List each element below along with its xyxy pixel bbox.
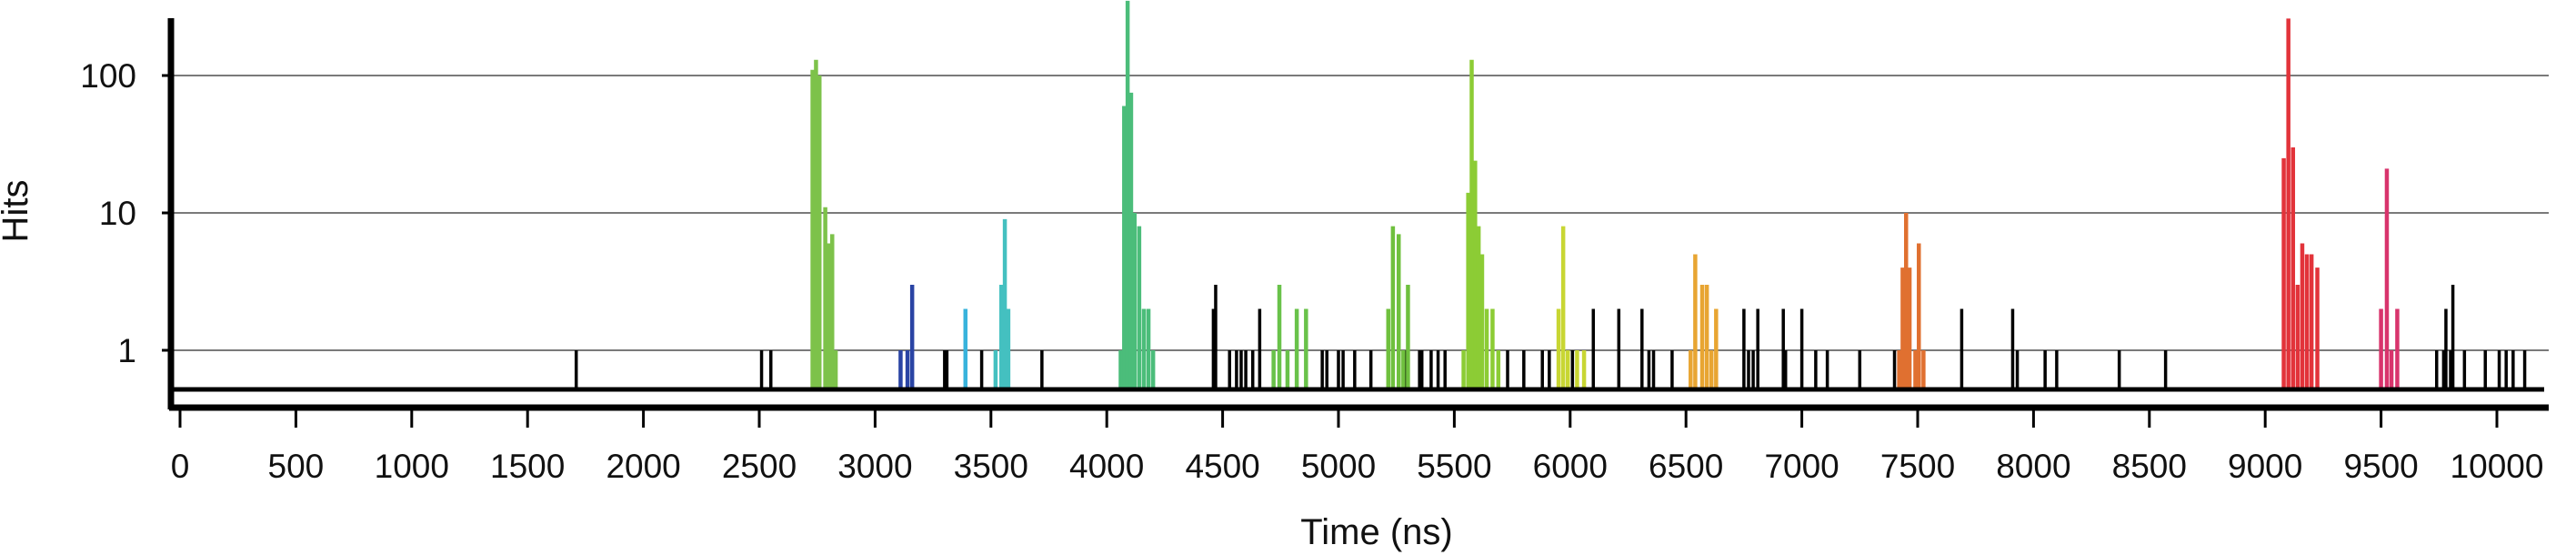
y-ticks: 1 10 100 xyxy=(80,57,171,369)
x-tick-label: 9500 xyxy=(2343,448,2418,485)
x-tick-label: 0 xyxy=(171,448,190,485)
x-tick-label: 5000 xyxy=(1301,448,1376,485)
x-tick-label: 1000 xyxy=(375,448,449,485)
x-tick-label: 4000 xyxy=(1069,448,1144,485)
x-tick-label: 2500 xyxy=(722,448,797,485)
x-tick-label: 9000 xyxy=(2228,448,2302,485)
x-tick-label: 6000 xyxy=(1533,448,1608,485)
x-tick-label: 5500 xyxy=(1417,448,1491,485)
y-tick-label: 100 xyxy=(80,57,136,95)
x-tick-label: 500 xyxy=(268,448,325,485)
x-tick-label: 1500 xyxy=(490,448,565,485)
x-ticks: 0 500 1000 1500 2000 2500 3000 3500 4000 4500 5000… xyxy=(171,409,2544,485)
x-tick-label: 2000 xyxy=(606,448,680,485)
grid-lines xyxy=(171,75,2549,351)
x-tick-label: 8000 xyxy=(1996,448,2070,485)
y-tick-label: 1 xyxy=(117,332,136,369)
x-axis-title: Time (ns) xyxy=(1300,512,1452,552)
x-tick-label: 3000 xyxy=(837,448,912,485)
x-tick-label: 4500 xyxy=(1185,448,1259,485)
y-axis-title: Hits xyxy=(0,180,35,243)
x-tick-label: 3500 xyxy=(954,448,1028,485)
x-tick-label: 7500 xyxy=(1880,448,1955,485)
x-tick-label: 7000 xyxy=(1764,448,1839,485)
x-tick-label: 10000 xyxy=(2451,448,2544,485)
y-tick-label: 10 xyxy=(99,195,136,232)
x-tick-label: 6500 xyxy=(1649,448,1723,485)
x-tick-label: 8500 xyxy=(2112,448,2187,485)
data-bars xyxy=(574,0,2527,389)
